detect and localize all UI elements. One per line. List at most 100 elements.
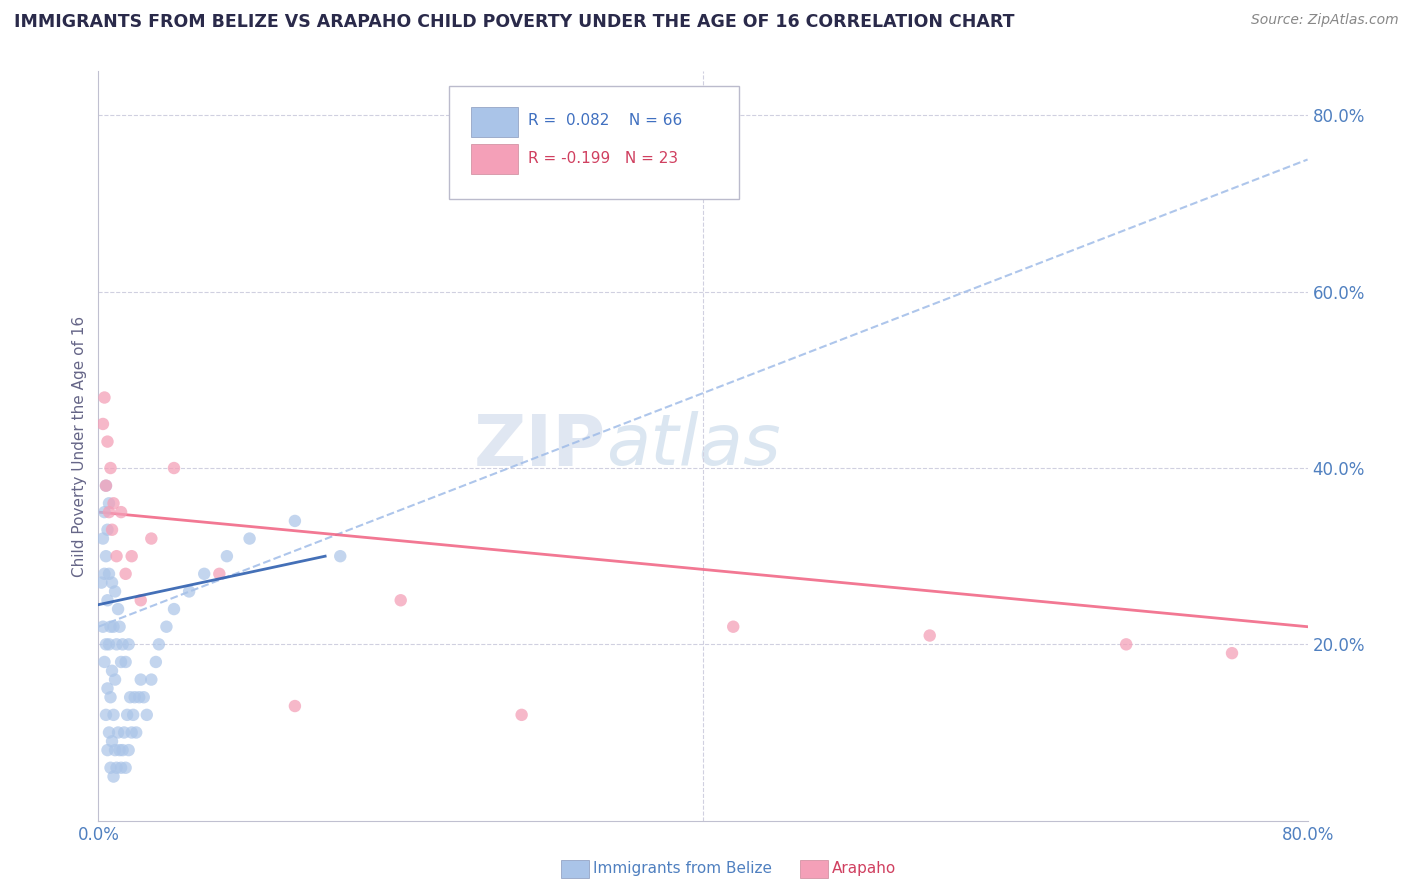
FancyBboxPatch shape bbox=[471, 144, 517, 174]
Point bbox=[98, 505, 121, 519]
Point bbox=[118, 743, 141, 757]
Point bbox=[918, 628, 941, 642]
Point bbox=[100, 690, 122, 705]
Text: Source: ZipAtlas.com: Source: ZipAtlas.com bbox=[1251, 13, 1399, 28]
Point bbox=[510, 707, 533, 722]
Point bbox=[177, 584, 201, 599]
Text: Arapaho: Arapaho bbox=[832, 862, 897, 876]
Point bbox=[110, 761, 132, 775]
Point bbox=[389, 593, 412, 607]
Point bbox=[111, 743, 134, 757]
Point bbox=[93, 505, 115, 519]
Point bbox=[96, 593, 118, 607]
Point bbox=[163, 602, 186, 616]
FancyBboxPatch shape bbox=[471, 106, 517, 136]
Point bbox=[114, 761, 136, 775]
Point bbox=[101, 734, 124, 748]
Point bbox=[122, 707, 145, 722]
Point bbox=[96, 434, 118, 449]
Point bbox=[125, 725, 148, 739]
Text: R = -0.199   N = 23: R = -0.199 N = 23 bbox=[527, 151, 678, 166]
FancyBboxPatch shape bbox=[449, 87, 740, 199]
Point bbox=[141, 673, 163, 687]
Point bbox=[93, 566, 115, 581]
Point bbox=[132, 690, 155, 705]
Point bbox=[145, 655, 167, 669]
Point bbox=[108, 620, 131, 634]
Point bbox=[110, 505, 132, 519]
Point bbox=[148, 637, 170, 651]
Text: ZIP: ZIP bbox=[474, 411, 606, 481]
Point bbox=[107, 725, 129, 739]
Y-axis label: Child Poverty Under the Age of 16: Child Poverty Under the Age of 16 bbox=[72, 316, 87, 576]
Point bbox=[141, 532, 163, 546]
Point bbox=[208, 566, 231, 581]
Point bbox=[100, 620, 122, 634]
Text: R =  0.082    N = 66: R = 0.082 N = 66 bbox=[527, 113, 682, 128]
Text: IMMIGRANTS FROM BELIZE VS ARAPAHO CHILD POVERTY UNDER THE AGE OF 16 CORRELATION : IMMIGRANTS FROM BELIZE VS ARAPAHO CHILD … bbox=[14, 13, 1015, 31]
Point bbox=[93, 391, 115, 405]
Point bbox=[120, 690, 142, 705]
Point bbox=[193, 566, 215, 581]
Point bbox=[110, 655, 132, 669]
Point bbox=[105, 549, 128, 564]
Point bbox=[100, 461, 122, 475]
Point bbox=[155, 620, 177, 634]
Point bbox=[114, 566, 136, 581]
Point bbox=[121, 549, 143, 564]
Point bbox=[128, 690, 150, 705]
Point bbox=[118, 637, 141, 651]
Point bbox=[115, 707, 138, 722]
Point bbox=[96, 743, 118, 757]
Point bbox=[94, 478, 117, 492]
Point bbox=[121, 725, 143, 739]
Point bbox=[104, 743, 127, 757]
Point bbox=[91, 620, 114, 634]
Point bbox=[94, 478, 117, 492]
Point bbox=[124, 690, 146, 705]
Point bbox=[135, 707, 157, 722]
Point bbox=[90, 575, 112, 590]
Point bbox=[91, 532, 114, 546]
Point bbox=[1115, 637, 1137, 651]
Point bbox=[104, 673, 127, 687]
Point bbox=[98, 637, 121, 651]
Point bbox=[284, 699, 307, 714]
Point bbox=[101, 575, 124, 590]
Point bbox=[98, 496, 121, 510]
Point bbox=[105, 761, 128, 775]
Point bbox=[329, 549, 352, 564]
Point bbox=[105, 637, 128, 651]
Point bbox=[284, 514, 307, 528]
Point bbox=[1220, 646, 1243, 660]
Point bbox=[94, 707, 117, 722]
Point bbox=[101, 523, 124, 537]
Point bbox=[129, 673, 152, 687]
Point bbox=[103, 620, 125, 634]
Point bbox=[98, 566, 121, 581]
Point bbox=[96, 523, 118, 537]
Point bbox=[114, 655, 136, 669]
Point bbox=[98, 725, 121, 739]
Point bbox=[108, 743, 131, 757]
Point bbox=[94, 637, 117, 651]
Point bbox=[104, 584, 127, 599]
Point bbox=[239, 532, 262, 546]
Text: atlas: atlas bbox=[606, 411, 780, 481]
Point bbox=[96, 681, 118, 696]
Point bbox=[129, 593, 152, 607]
Point bbox=[107, 602, 129, 616]
Point bbox=[163, 461, 186, 475]
Point bbox=[721, 620, 744, 634]
Point bbox=[215, 549, 238, 564]
Point bbox=[93, 655, 115, 669]
Point bbox=[101, 664, 124, 678]
Point bbox=[103, 770, 125, 784]
Point bbox=[100, 761, 122, 775]
Point bbox=[103, 496, 125, 510]
Point bbox=[91, 417, 114, 431]
Point bbox=[111, 637, 134, 651]
Point bbox=[112, 725, 135, 739]
Point bbox=[103, 707, 125, 722]
Text: Immigrants from Belize: Immigrants from Belize bbox=[593, 862, 772, 876]
